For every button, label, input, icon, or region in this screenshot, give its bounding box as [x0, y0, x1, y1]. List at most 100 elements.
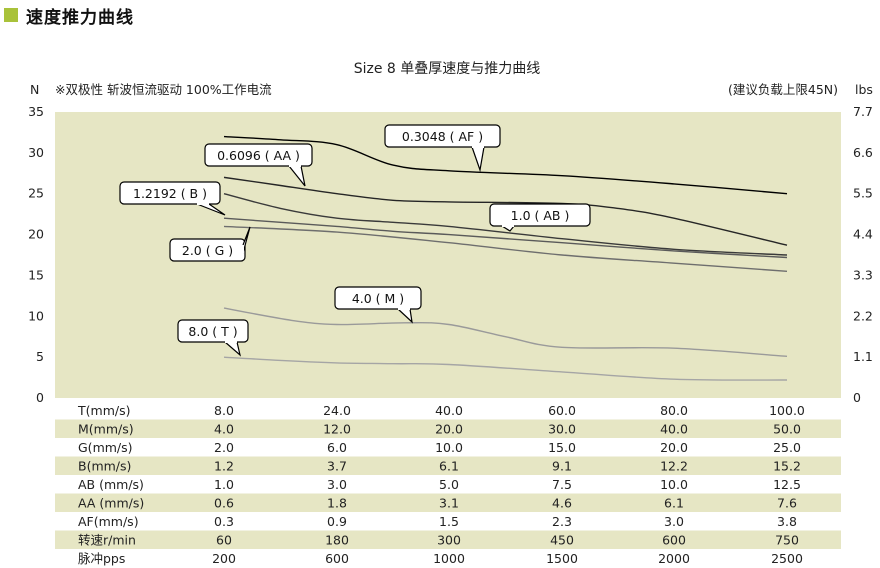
- y-right-tick-label: 5.5: [853, 186, 873, 201]
- table-cell: 1.2: [214, 459, 234, 474]
- callout: 1.2192 ( B ): [119, 181, 226, 216]
- series-line: [223, 135, 788, 195]
- table-cell: 0.3: [214, 514, 234, 529]
- table-row-label: T(mm/s): [77, 403, 130, 418]
- table-cell: 3.0: [327, 477, 347, 492]
- table-cell: 30.0: [548, 422, 576, 437]
- load-limit-note: (建议负载上限45N): [728, 82, 838, 97]
- table-cell: 100.0: [769, 403, 805, 418]
- series-line: [223, 176, 788, 246]
- table-cell: 80.0: [660, 403, 688, 418]
- callout-box: [177, 319, 249, 343]
- table-cell: 3.0: [664, 514, 684, 529]
- table-cell: 1.0: [214, 477, 234, 492]
- table-cell: 750: [775, 533, 799, 548]
- table-cell: 3.7: [327, 459, 347, 474]
- y-right-tick-label: 3.3: [853, 267, 873, 282]
- table-row-stripe: [55, 493, 841, 512]
- table-cell: 50.0: [773, 422, 801, 437]
- callout: 4.0 ( M ): [334, 286, 422, 324]
- series-line: [223, 307, 788, 357]
- table-cell: 300: [437, 533, 461, 548]
- table-cell: 180: [325, 533, 349, 548]
- table-cell: 20.0: [660, 440, 688, 455]
- callout-box: [384, 124, 501, 148]
- table-cell: 10.0: [435, 440, 463, 455]
- series-line: [223, 356, 788, 381]
- y-right-unit: lbs: [855, 82, 873, 97]
- y-left-tick-label: 20: [28, 227, 44, 242]
- table-row-label: 脉冲pps: [78, 551, 125, 566]
- callout-label: 8.0 ( T ): [188, 324, 237, 339]
- callout-box: [334, 286, 422, 310]
- callout-pointer: [224, 341, 241, 357]
- table-row-stripe: [55, 530, 841, 549]
- table-cell: 12.0: [323, 422, 351, 437]
- table-cell: 1000: [433, 551, 465, 566]
- y-left-tick-label: 25: [28, 186, 44, 201]
- table-row-stripe: [55, 456, 841, 475]
- table-cell: 0.6: [214, 496, 234, 511]
- table-cell: 2000: [658, 551, 690, 566]
- table-row-label: AA (mm/s): [78, 496, 144, 511]
- table-cell: 600: [662, 533, 686, 548]
- y-left-unit: N: [30, 82, 39, 97]
- table-cell: 4.6: [552, 496, 572, 511]
- callout-pointer: [242, 226, 251, 254]
- table-cell: 60: [216, 533, 232, 548]
- table-cell: 40.0: [660, 422, 688, 437]
- callout: 2.0 ( G ): [169, 226, 251, 262]
- section-header: 速度推力曲线: [4, 4, 134, 28]
- y-left-tick-label: 35: [28, 104, 44, 119]
- callout-box: [489, 203, 591, 227]
- table-cell: 0.9: [327, 514, 347, 529]
- y-left-tick-label: 0: [36, 390, 44, 405]
- table-cell: 6.1: [664, 496, 684, 511]
- table-cell: 12.5: [773, 477, 801, 492]
- series-line: [223, 193, 788, 256]
- table-cell: 7.6: [777, 496, 797, 511]
- y-left-tick-label: 10: [28, 308, 44, 323]
- table-cell: 15.0: [548, 440, 576, 455]
- table-cell: 8.0: [214, 403, 234, 418]
- header-accent-square: [4, 8, 18, 22]
- callout-pointer: [288, 165, 306, 187]
- y-right-tick-label: 6.6: [853, 145, 873, 160]
- table-cell: 7.5: [552, 477, 572, 492]
- table-row-label: 转速r/min: [78, 533, 136, 548]
- callout-pointer: [501, 225, 515, 232]
- y-right-tick-label: 2.2: [853, 308, 873, 323]
- table-row-label: B(mm/s): [78, 459, 131, 474]
- series-line: [223, 217, 788, 259]
- series-layer: [223, 135, 788, 381]
- table-cell: 3.1: [439, 496, 459, 511]
- callout-label: 2.0 ( G ): [182, 243, 233, 258]
- table-cell: 60.0: [548, 403, 576, 418]
- table-cell: 15.2: [773, 459, 801, 474]
- table-row-label: AF(mm/s): [78, 514, 139, 529]
- callout-label: 0.6096 ( AA ): [217, 148, 300, 163]
- y-left-tick-label: 30: [28, 145, 44, 160]
- table-cell: 450: [550, 533, 574, 548]
- table-cell: 4.0: [214, 422, 234, 437]
- chart-title: Size 8 单叠厚速度与推力曲线: [354, 61, 541, 77]
- table-row-label: M(mm/s): [78, 422, 134, 437]
- callout-pointer: [196, 203, 226, 216]
- table-cell: 1.5: [439, 514, 459, 529]
- table-cell: 200: [212, 551, 236, 566]
- y-right-tick-label: 4.4: [853, 227, 873, 242]
- table-cell: 5.0: [439, 477, 459, 492]
- table-cell: 2.0: [214, 440, 234, 455]
- table-cell: 2500: [771, 551, 803, 566]
- table-cell: 10.0: [660, 477, 688, 492]
- table-cell: 1.8: [327, 496, 347, 511]
- callout-label: 1.0 ( AB ): [511, 208, 570, 223]
- callout-label: 0.3048 ( AF ): [402, 129, 483, 144]
- callout-pointer: [397, 308, 413, 324]
- table-cell: 20.0: [435, 422, 463, 437]
- y-left-tick-label: 15: [28, 267, 44, 282]
- table-cell: 1500: [546, 551, 578, 566]
- table-row-label: G(mm/s): [78, 440, 133, 455]
- series-line: [223, 225, 788, 272]
